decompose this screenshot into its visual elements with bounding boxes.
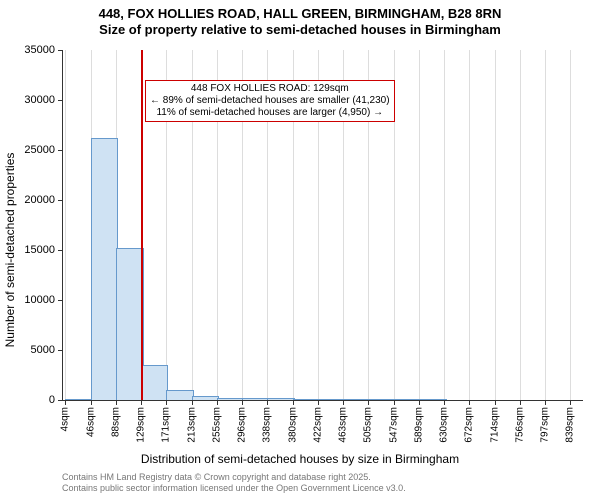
x-tick-label: 171sqm [161, 407, 172, 443]
annotation-line3: 11% of semi-detached houses are larger (… [150, 107, 390, 119]
y-tick [58, 50, 63, 51]
y-tick [58, 250, 63, 251]
x-tick-label: 714sqm [489, 407, 500, 443]
x-tick [545, 400, 546, 405]
gridline-vertical [419, 50, 420, 400]
y-tick [58, 300, 63, 301]
x-tick-label: 630sqm [438, 407, 449, 443]
x-tick [419, 400, 420, 405]
x-tick-label: 756sqm [515, 407, 526, 443]
attribution-block: Contains HM Land Registry data © Crown c… [62, 472, 406, 494]
y-tick-label: 0 [49, 394, 55, 406]
histogram-bar [394, 399, 421, 400]
y-axis-label: Number of semi-detached properties [3, 153, 17, 348]
x-tick [293, 400, 294, 405]
histogram-bar [166, 390, 193, 400]
x-tick [116, 400, 117, 405]
histogram-bar [116, 248, 143, 400]
x-tick-label: 380sqm [287, 407, 298, 443]
x-tick [267, 400, 268, 405]
x-tick [368, 400, 369, 405]
x-tick [217, 400, 218, 405]
x-tick-label: 88sqm [111, 407, 122, 437]
x-tick-label: 463sqm [337, 407, 348, 443]
histogram-bar [293, 399, 320, 400]
gridline-vertical [570, 50, 571, 400]
gridline-vertical [469, 50, 470, 400]
x-tick-label: 505sqm [363, 407, 374, 443]
x-tick-label: 338sqm [262, 407, 273, 443]
chart-container: { "title": { "line1": "448, FOX HOLLIES … [0, 0, 600, 500]
property-marker-line [141, 50, 143, 400]
gridline-vertical [444, 50, 445, 400]
x-tick [520, 400, 521, 405]
gridline-vertical [520, 50, 521, 400]
x-tick-label: 797sqm [539, 407, 550, 443]
x-tick [495, 400, 496, 405]
x-axis-label: Distribution of semi-detached houses by … [0, 452, 600, 466]
histogram-bar [217, 398, 244, 401]
annotation-box: 448 FOX HOLLIES ROAD: 129sqm← 89% of sem… [145, 80, 395, 122]
plot-area: 4sqm46sqm88sqm129sqm171sqm213sqm255sqm29… [62, 50, 583, 401]
histogram-bar [368, 399, 395, 400]
gridline-vertical [545, 50, 546, 400]
histogram-bar [318, 399, 345, 400]
chart-title-block: 448, FOX HOLLIES ROAD, HALL GREEN, BIRMI… [0, 6, 600, 39]
y-tick [58, 200, 63, 201]
gridline-vertical [65, 50, 66, 400]
x-tick-label: 589sqm [414, 407, 425, 443]
histogram-bar [242, 398, 269, 400]
attribution-line1: Contains HM Land Registry data © Crown c… [62, 472, 406, 483]
y-tick [58, 400, 63, 401]
y-tick-label: 35000 [24, 44, 55, 56]
histogram-bar [65, 399, 92, 401]
histogram-bar [141, 365, 168, 400]
histogram-bar [91, 138, 118, 400]
gridline-vertical [495, 50, 496, 400]
histogram-bar [343, 399, 370, 400]
x-tick-label: 296sqm [236, 407, 247, 443]
y-tick-label: 5000 [31, 344, 55, 356]
y-tick [58, 100, 63, 101]
y-tick-label: 30000 [24, 94, 55, 106]
x-tick-label: 422sqm [313, 407, 324, 443]
annotation-line1: 448 FOX HOLLIES ROAD: 129sqm [150, 83, 390, 95]
x-tick-label: 547sqm [388, 407, 399, 443]
histogram-bar [267, 398, 294, 400]
histogram-bar [419, 399, 446, 400]
y-tick-label: 15000 [24, 244, 55, 256]
y-tick-label: 25000 [24, 144, 55, 156]
y-tick [58, 350, 63, 351]
x-tick [444, 400, 445, 405]
x-tick [91, 400, 92, 405]
y-tick-label: 10000 [24, 294, 55, 306]
chart-title-line2: Size of property relative to semi-detach… [0, 22, 600, 38]
x-tick [166, 400, 167, 405]
x-tick [242, 400, 243, 405]
x-tick-label: 129sqm [136, 407, 147, 443]
x-tick-label: 213sqm [186, 407, 197, 443]
x-tick [394, 400, 395, 405]
chart-title-line1: 448, FOX HOLLIES ROAD, HALL GREEN, BIRMI… [0, 6, 600, 22]
attribution-line2: Contains public sector information licen… [62, 483, 406, 494]
x-tick [192, 400, 193, 405]
y-tick [58, 150, 63, 151]
x-tick-label: 4sqm [60, 407, 71, 431]
x-tick [65, 400, 66, 405]
annotation-line2: ← 89% of semi-detached houses are smalle… [150, 95, 390, 107]
x-tick [318, 400, 319, 405]
histogram-bar [192, 396, 219, 401]
x-tick-label: 255sqm [212, 407, 223, 443]
x-tick [343, 400, 344, 405]
x-tick-label: 46sqm [85, 407, 96, 437]
x-tick [141, 400, 142, 405]
x-tick [570, 400, 571, 405]
x-tick-label: 672sqm [464, 407, 475, 443]
x-tick [469, 400, 470, 405]
x-tick-label: 839sqm [565, 407, 576, 443]
y-tick-label: 20000 [24, 194, 55, 206]
